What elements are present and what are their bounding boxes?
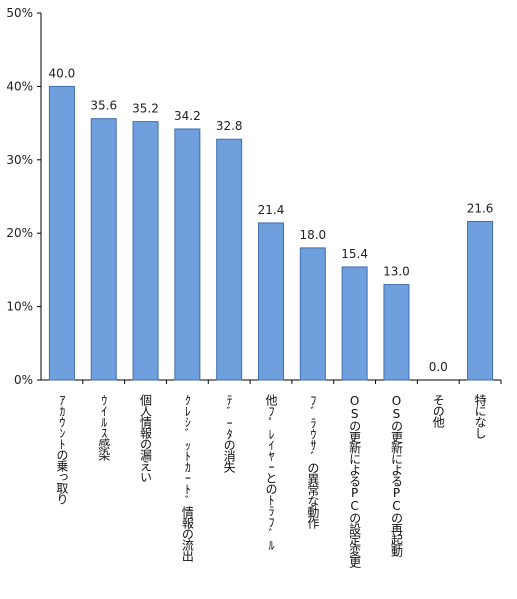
bar <box>90 118 117 381</box>
y-tick-label: 10% <box>6 300 33 314</box>
data-label: 35.6 <box>90 99 117 113</box>
data-label: 21.4 <box>258 203 285 217</box>
data-label: 40.0 <box>49 66 76 80</box>
bar <box>48 85 75 381</box>
bar <box>341 266 368 381</box>
data-label: 34.2 <box>174 109 201 123</box>
y-tick-label: 50% <box>6 6 33 20</box>
y-tick-label: 40% <box>6 79 33 93</box>
category-label: ｱｶｳﾝﾄの乗っ取り <box>55 394 69 505</box>
category-label: OSの更新によるPCの再起動 <box>389 394 403 557</box>
category-label: ﾃﾞｰﾀの消失 <box>222 394 236 473</box>
y-axis: 0% 10% 20% 30% 40% 50% <box>6 6 501 387</box>
category-label: 特になし <box>473 393 487 438</box>
data-label: 32.8 <box>216 119 243 133</box>
category-label: その他 <box>431 394 445 428</box>
bars <box>48 85 494 381</box>
y-tick-label: 0% <box>14 373 33 387</box>
data-label: 13.0 <box>383 265 410 279</box>
bar <box>383 284 410 381</box>
category-label: OSの更新によるPCの設定変更 <box>348 394 362 568</box>
data-label: 0.0 <box>429 360 448 374</box>
category-label: ﾌﾞﾗｳｻﾞの異常な動作 <box>306 394 320 529</box>
data-label: 21.6 <box>467 201 494 215</box>
bar <box>299 247 326 381</box>
category-label: 個人情報の漏えい <box>139 394 153 482</box>
data-label: 18.0 <box>299 228 326 242</box>
category-label: ｸﾚｼﾞｯﾄｶｰﾄﾞ情報の流出 <box>180 394 194 562</box>
bar <box>467 220 494 381</box>
bar <box>258 222 284 381</box>
y-tick-label: 20% <box>6 226 33 240</box>
data-label: 15.4 <box>341 247 368 261</box>
category-label: 他ﾌﾟﾚｲﾔｰとのﾄﾗﾌﾞﾙ <box>264 394 278 550</box>
data-labels: 40.0 35.6 35.2 34.2 32.8 21.4 18.0 15.4 13.0 0.0 2… <box>49 66 494 374</box>
bar <box>132 121 159 381</box>
category-labels: ｱｶｳﾝﾄの乗っ取り ｳｲﾙｽ感染 個人情報の漏えい ｸﾚｼﾞｯﾄｶｰﾄﾞ情報の流出 ﾃ… <box>55 380 502 568</box>
data-label: 35.2 <box>132 102 159 116</box>
y-tick-label: 30% <box>6 153 33 167</box>
bar <box>216 138 243 381</box>
category-label: ｳｲﾙｽ感染 <box>97 394 111 461</box>
bar <box>174 128 201 381</box>
